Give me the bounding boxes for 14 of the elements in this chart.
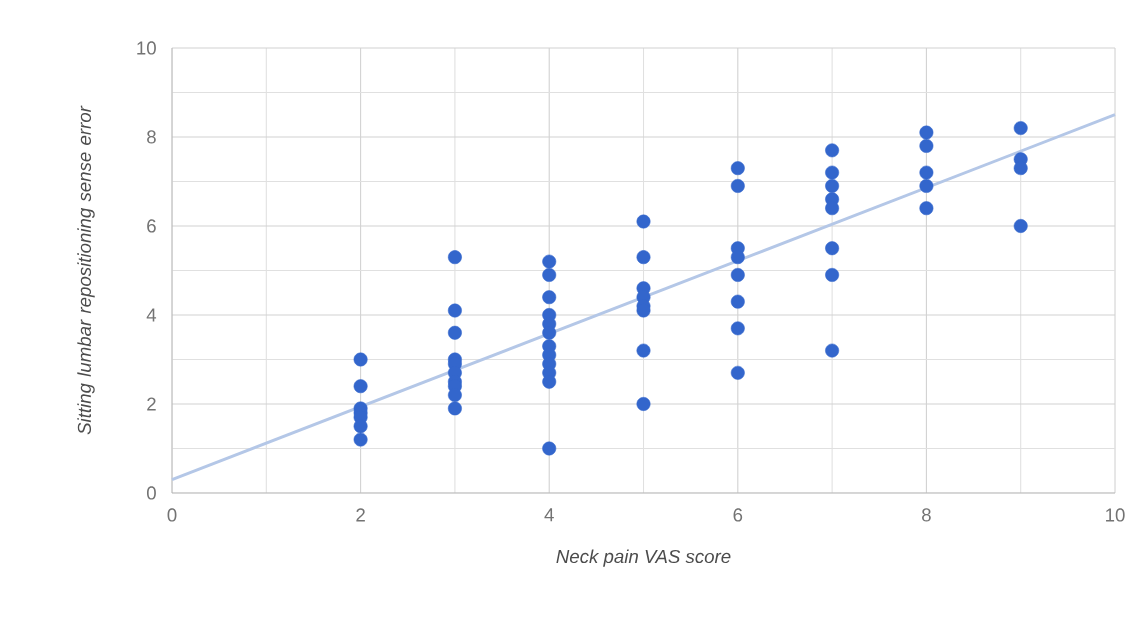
x-tick-label: 2 [356,508,365,522]
y-tick-label: 4 [146,308,157,322]
y-axis-title: Sitting lumbar repositioning sense error [77,105,95,435]
x-tick-label: 4 [544,508,554,522]
x-tick-label: 6 [733,508,743,522]
y-tick-label: 8 [147,130,156,144]
x-tick-label: 10 [1106,508,1125,522]
x-tick-label: 0 [167,508,177,522]
y-tick-label: 0 [146,486,156,500]
y-tick-label: 6 [147,219,156,233]
x-axis-title: Neck pain VAS score [556,549,731,567]
y-tick-label: 10 [137,41,156,55]
x-tick-label: 8 [922,508,931,522]
y-tick-label: 2 [147,397,156,411]
